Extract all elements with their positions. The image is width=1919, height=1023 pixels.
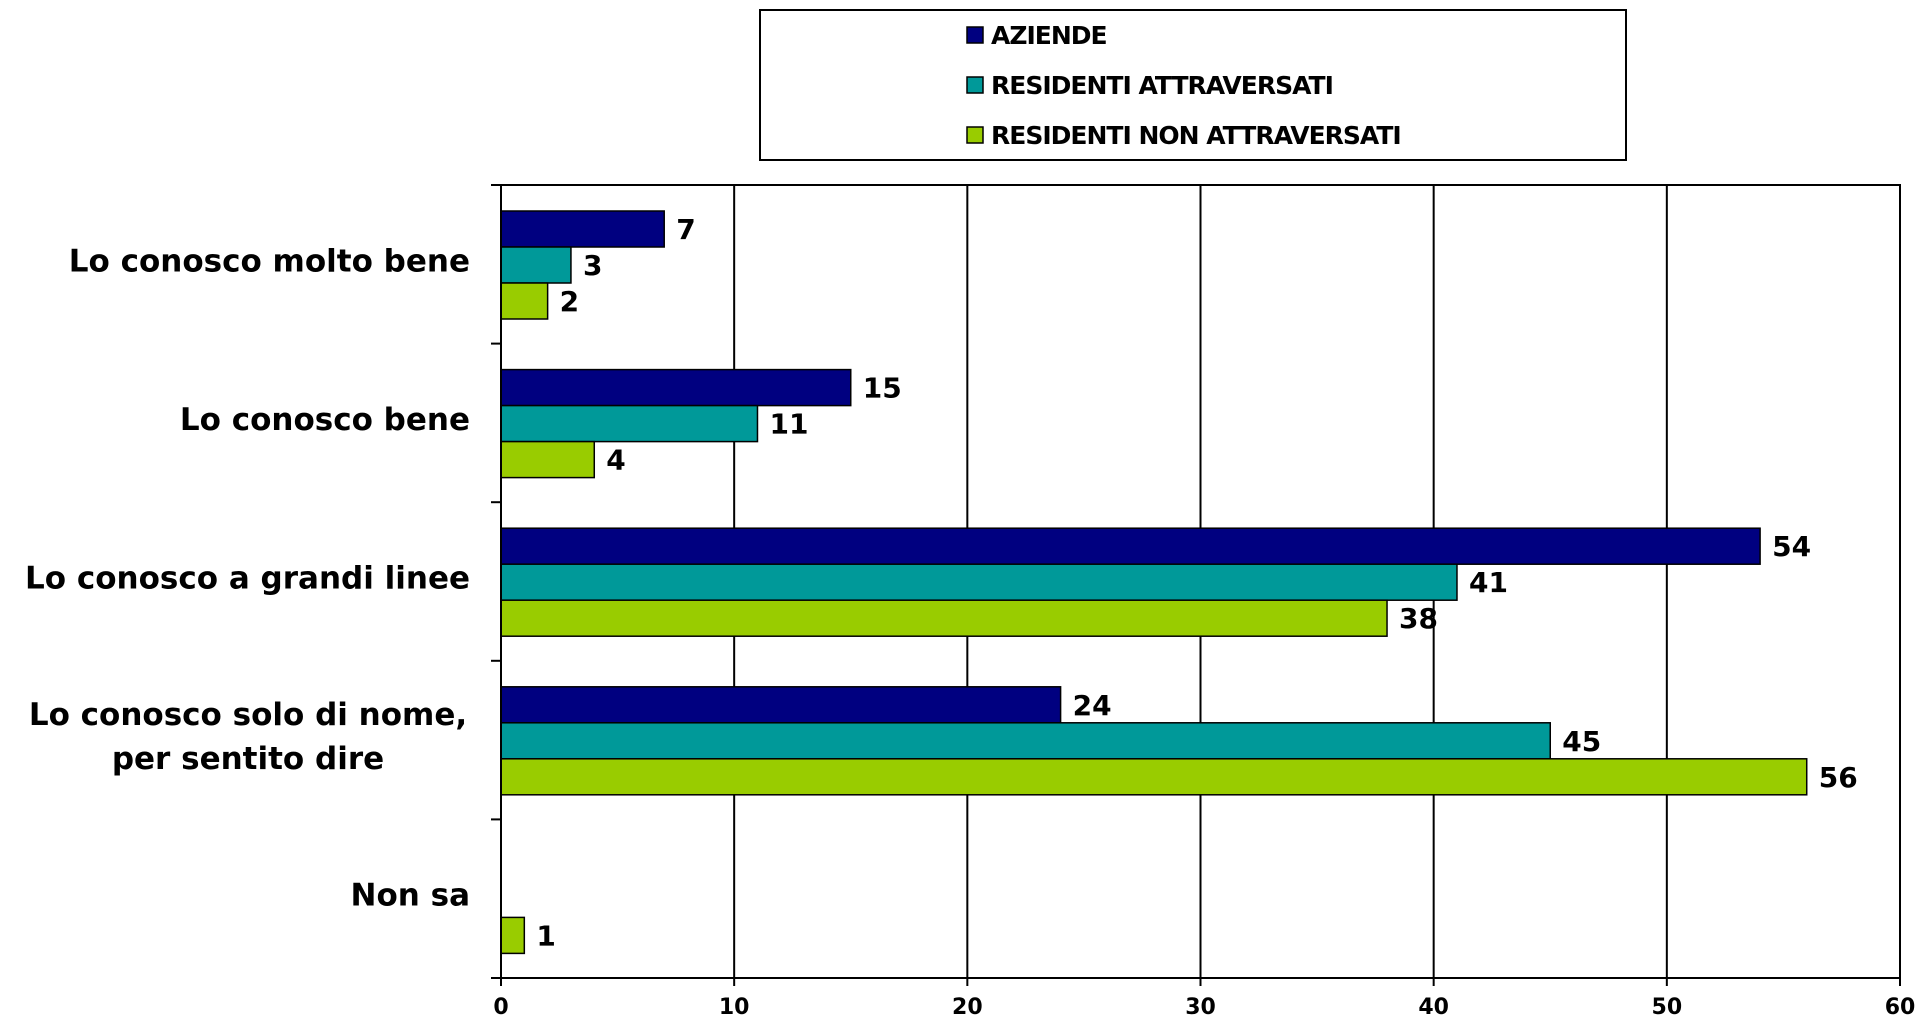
category-label: Non sa [351, 878, 470, 914]
bar [500, 368, 852, 407]
legend-swatch [966, 76, 984, 94]
legend-swatch [966, 26, 984, 44]
category-label: Lo conosco a grandi linee [25, 561, 470, 597]
bar [500, 282, 549, 320]
x-tick-label: 60 [1885, 995, 1916, 1020]
bar [500, 404, 759, 443]
category-label: Lo conosco molto bene [69, 243, 470, 279]
data-label: 11 [769, 408, 808, 441]
x-tick-label: 40 [1418, 995, 1449, 1020]
bars [500, 210, 1808, 955]
x-tick-label: 50 [1652, 995, 1683, 1020]
bar [500, 246, 572, 284]
legend-swatch [966, 126, 984, 144]
data-label: 38 [1399, 602, 1438, 635]
bar [500, 758, 1808, 796]
bar [500, 563, 1458, 601]
bar [500, 599, 1388, 637]
data-label: 56 [1819, 761, 1858, 794]
legend-box [759, 9, 1627, 161]
x-tick-label: 10 [719, 995, 750, 1020]
x-tick-label: 20 [952, 995, 983, 1020]
category-labels: Lo conosco molto bene Lo conosco bene Lo c… [25, 243, 470, 913]
data-label: 4 [606, 444, 625, 477]
data-labels: 7 32 15 11 4 54 41 38 24 45 56 1 [536, 213, 1857, 952]
bar [500, 210, 665, 248]
legend-label: AZIENDE [991, 21, 1107, 50]
bar [500, 916, 526, 955]
x-tick-label: 30 [1185, 995, 1216, 1020]
x-tick-label: 0 [493, 995, 508, 1020]
data-label: 54 [1772, 530, 1811, 563]
category-label: Lo conosco bene [180, 402, 470, 438]
data-label: 1 [536, 919, 555, 952]
bar [500, 686, 1062, 724]
axes [491, 184, 1901, 986]
data-label: 15 [863, 372, 902, 405]
bar [500, 527, 1761, 565]
legend-label: RESIDENTI ATTRAVERSATI [991, 71, 1333, 100]
category-label: Lo conosco solo di nome, per sentito dire [29, 697, 467, 777]
bar [500, 440, 596, 479]
legend-label: RESIDENTI NON ATTRAVERSATI [991, 121, 1401, 150]
data-label: 24 [1073, 689, 1112, 722]
bar [500, 722, 1551, 760]
data-label: 7 [676, 213, 695, 246]
data-label: 2 [560, 285, 579, 318]
data-label: 3 [583, 249, 602, 282]
x-tick-labels: 0 10 20 30 40 50 60 [493, 995, 1915, 1020]
data-label: 45 [1562, 725, 1601, 758]
data-label: 41 [1469, 566, 1508, 599]
legend: AZIENDE RESIDENTI ATTRAVERSATI RESIDENTI N… [759, 9, 1627, 161]
